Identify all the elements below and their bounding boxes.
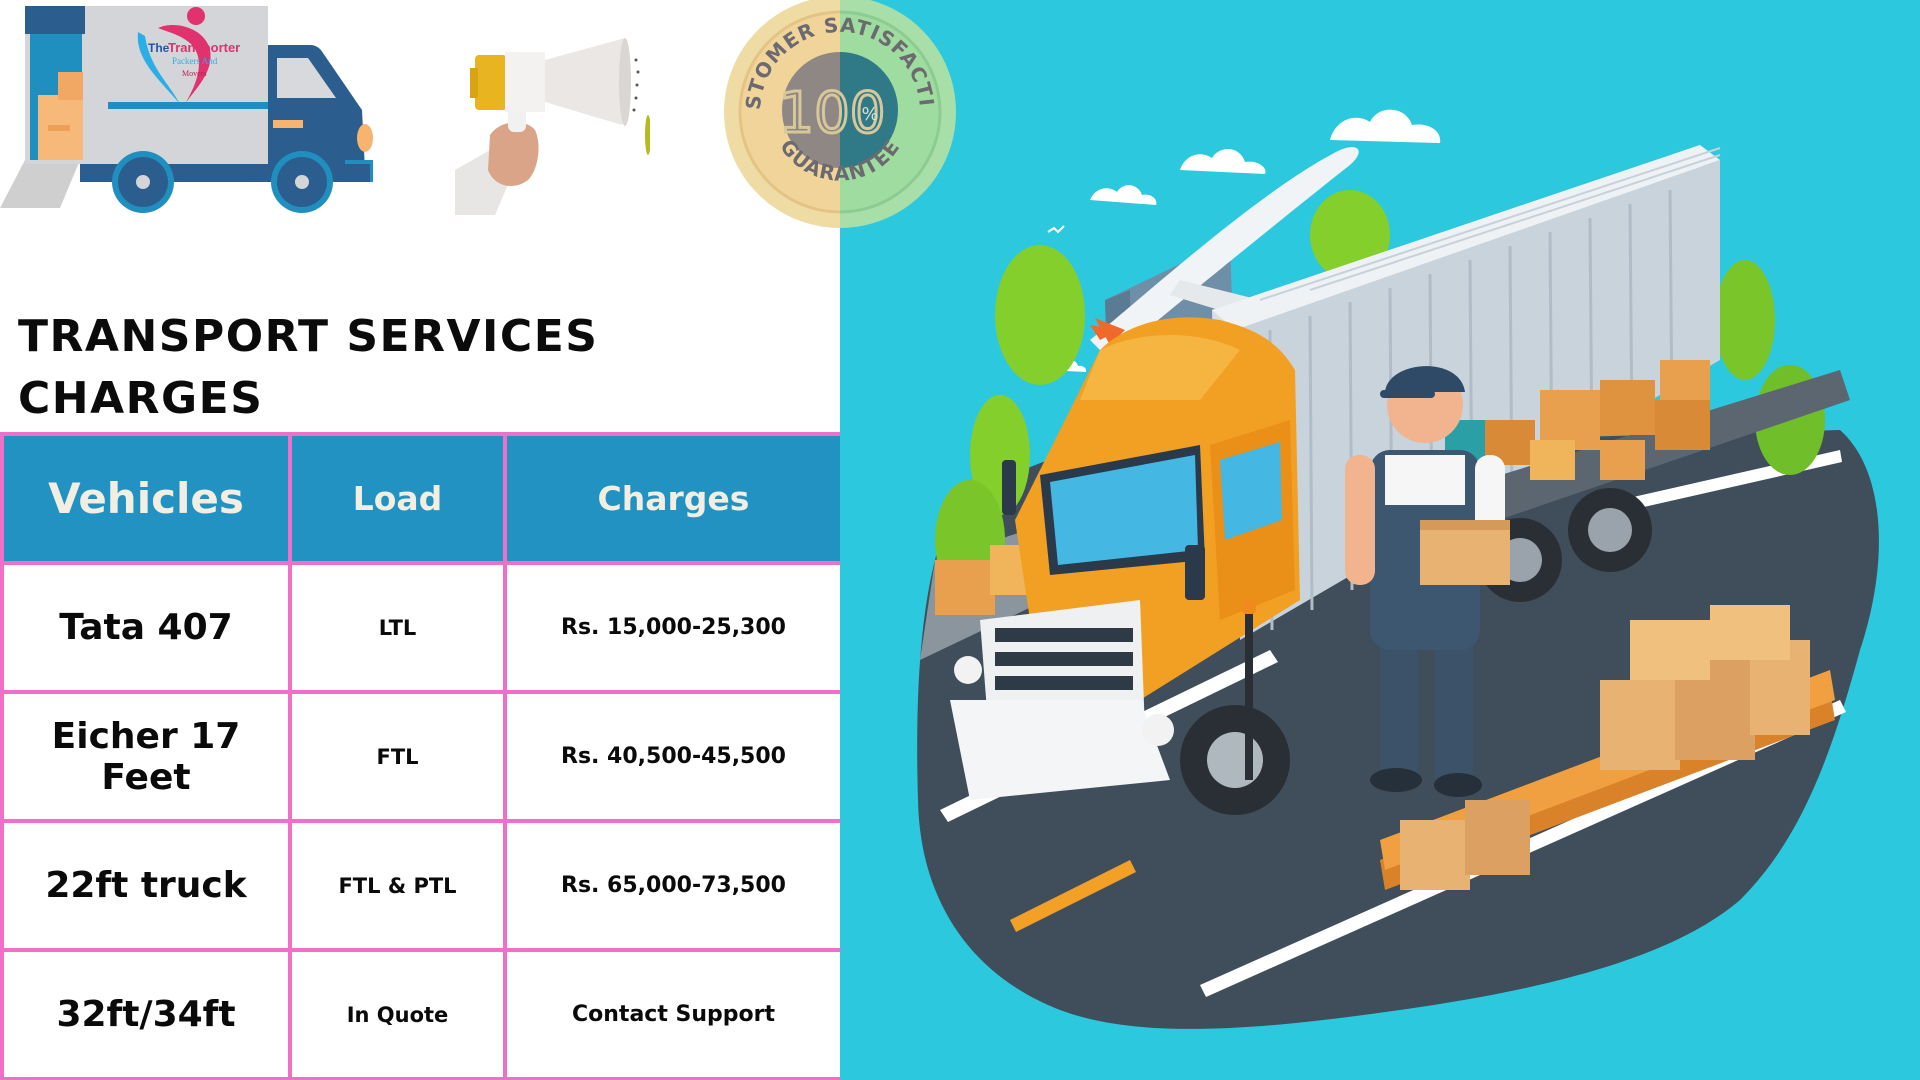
illustration-panel [840,0,1920,1080]
badge-percent: % [861,104,878,125]
logo-text-the: The [148,41,170,55]
table-row: Eicher 17 Feet FTL Rs. 40,500-45,500 [0,690,844,823]
table-row: 22ft truck FTL & PTL Rs. 65,000-73,500 [0,819,844,952]
table-row: Tata 407 LTL Rs. 15,000-25,300 [0,561,844,694]
table-row: 32ft/34ft In Quote Contact Support [0,948,844,1080]
title-line-1: TRANSPORT SERVICES CHARGES [18,311,599,424]
transport-charges-table: Vehicles Load Charges Tata 407 LTL Rs. 1… [0,432,844,1080]
megaphone-icon [455,38,650,215]
load-cell: LTL [288,561,507,694]
vehicle-cell: Eicher 17 Feet [0,690,292,823]
column-header-charges: Charges [503,432,844,565]
logo-text-packers: Packers And [172,56,218,66]
column-header-vehicles: Vehicles [0,432,292,565]
cargo-boxes-icon [1445,360,1710,480]
load-cell: In Quote [288,948,507,1080]
charges-cell: Rs. 65,000-73,500 [503,819,844,952]
load-cell: FTL & PTL [288,819,507,952]
satisfaction-badge-icon: CUSTOMER SATISFACTION GUARANTEE 100 % [720,0,956,228]
worker-icon [1242,366,1510,797]
table-header-row: Vehicles Load Charges [0,432,844,565]
load-cell: FTL [288,690,507,823]
column-header-load: Load [288,432,507,565]
vehicle-cell: Tata 407 [0,561,292,694]
transport-illustration [917,109,1879,1029]
delivery-truck-logo-icon: The Transporter Packers And Movers [0,6,373,213]
charges-cell: Rs. 15,000-25,300 [503,561,844,694]
left-panel: The Transporter Packers And Movers [0,0,844,1080]
logo-text-movers: Movers [182,69,206,78]
logo-text-transporter: Transporter [168,40,240,55]
charges-cell: Rs. 40,500-45,500 [503,690,844,823]
charges-cell: Contact Support [503,948,844,1080]
vehicle-cell: 22ft truck [0,819,292,952]
pallet-boxes-icon [1380,605,1835,890]
badge-number: 100 [779,81,886,146]
vehicle-cell: 32ft/34ft [0,948,292,1080]
